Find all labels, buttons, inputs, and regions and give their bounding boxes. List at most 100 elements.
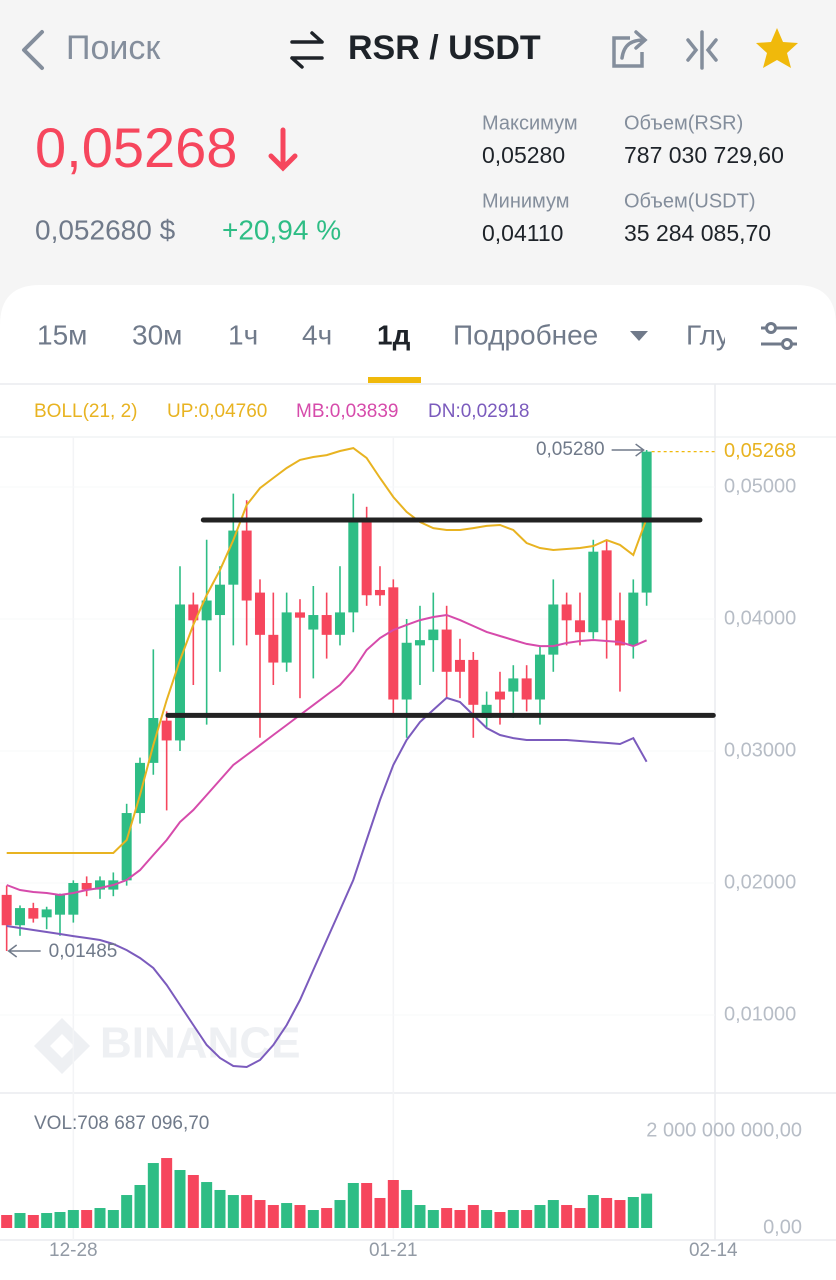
legend-entry: DN:0,02918 [428, 401, 529, 422]
timeframe-tab[interactable]: 30м [132, 319, 182, 350]
candle-body [441, 629, 452, 672]
volume-bar [614, 1200, 626, 1228]
volume-bar [521, 1210, 533, 1228]
candle-body [214, 584, 225, 616]
candle-body [148, 718, 159, 763]
price-change: +20,94 % [222, 214, 341, 245]
indicator-legend: BOLL(21, 2) [34, 401, 138, 422]
candle-body [401, 642, 412, 700]
volume-bar [147, 1163, 159, 1228]
volume-bar [441, 1208, 453, 1228]
swap-icon[interactable] [290, 31, 324, 69]
candle-body [561, 604, 572, 621]
volume-bar [494, 1212, 506, 1228]
candle-body [481, 704, 492, 718]
candle-body [54, 894, 65, 915]
dropdown-icon[interactable] [630, 331, 648, 341]
volume-bar [574, 1208, 586, 1228]
volume-bar [94, 1208, 106, 1228]
volume-bar [187, 1175, 199, 1228]
candle-body [134, 762, 145, 814]
volume-bar [587, 1195, 599, 1228]
candle-body [308, 615, 319, 630]
candle-body [428, 629, 439, 641]
volume-legend: VOL:708 687 096,70 [34, 1113, 209, 1134]
y-tick-label: 0,05000 [724, 475, 796, 497]
tab-bar: 15м 30м 1ч 4ч 1д Подробнее Глу [37, 319, 730, 350]
volume-bar [361, 1183, 373, 1228]
volume-bar [254, 1200, 266, 1228]
candle-body [281, 612, 292, 663]
compare-icon[interactable] [686, 30, 718, 70]
stat-value: 787 030 729,60 [624, 142, 784, 168]
y-tick-label: 0,03000 [724, 739, 796, 761]
candle-body [321, 615, 332, 635]
volume-bar [27, 1215, 39, 1228]
stat-label: Минимум [482, 190, 570, 212]
volume-bar [81, 1210, 93, 1228]
volume-bar [454, 1210, 466, 1228]
volume-bar [54, 1212, 66, 1228]
volume-bar [267, 1205, 279, 1228]
timeframe-tab[interactable]: Глу [686, 319, 730, 350]
candle-body [548, 604, 559, 655]
volume-bar [294, 1205, 306, 1228]
chart-card [0, 285, 836, 1280]
candle-body [614, 620, 625, 646]
boll-line [6, 613, 647, 897]
candle-body [588, 551, 599, 633]
active-tab-underline [368, 377, 421, 383]
volume-bar [214, 1189, 226, 1228]
candle-body [94, 880, 105, 890]
candle-body [521, 678, 532, 700]
y-tick-label: 0,01000 [724, 1003, 796, 1025]
timeframe-tab[interactable]: Подробнее [453, 319, 598, 350]
stat-value: 0,05280 [482, 142, 565, 168]
share-icon[interactable] [612, 30, 648, 68]
stat-label: Объем(USDT) [624, 190, 755, 212]
x-tick-label: 12-28 [49, 1240, 98, 1261]
timeframe-tab[interactable]: 1д [377, 319, 411, 350]
legend-entry: UP:0,04760 [167, 401, 267, 422]
settings-icon[interactable] [761, 322, 797, 350]
candle-body [268, 634, 279, 663]
candle-body [388, 587, 399, 700]
stat-value: 35 284 085,70 [624, 220, 771, 246]
candle-body [574, 620, 585, 633]
min-arrow [7, 944, 41, 958]
timeframe-tab[interactable]: 15м [37, 319, 87, 350]
volume-bar [641, 1193, 653, 1228]
volume-bar [414, 1205, 426, 1228]
candle-body [28, 908, 39, 919]
volume-bar [387, 1180, 399, 1228]
volume-bar [427, 1210, 439, 1228]
back-label[interactable]: Поиск [66, 29, 161, 67]
volume-bar [161, 1158, 173, 1228]
x-tick-label: 01-21 [369, 1240, 418, 1261]
volume-bar [547, 1200, 559, 1228]
candle-body [508, 678, 519, 692]
volume-bar [227, 1195, 239, 1228]
back-icon[interactable] [22, 30, 44, 70]
y-tick-label: 0,02000 [724, 871, 796, 893]
candle-body [161, 720, 172, 741]
volume-bar [201, 1182, 213, 1228]
candle-body [601, 550, 612, 621]
volume-bar [174, 1170, 186, 1228]
y-tick-label: 0,04000 [724, 607, 796, 629]
stat-value: 0,04110 [482, 220, 563, 246]
candle-body [81, 883, 92, 890]
boll-line [6, 696, 648, 1069]
candle-body [188, 604, 199, 621]
candle-body [1, 894, 12, 926]
last-price: 0,05268 [35, 116, 237, 179]
timeframe-tab[interactable]: 1ч [228, 319, 258, 350]
favorite-icon[interactable] [756, 28, 798, 68]
candle-body [174, 604, 185, 741]
candle-body [361, 520, 372, 596]
volume-bar [121, 1195, 133, 1228]
candle-body [454, 659, 465, 672]
legend-entry: MB:0,03839 [296, 401, 398, 422]
candle-body [468, 659, 479, 705]
timeframe-tab[interactable]: 4ч [302, 319, 332, 350]
